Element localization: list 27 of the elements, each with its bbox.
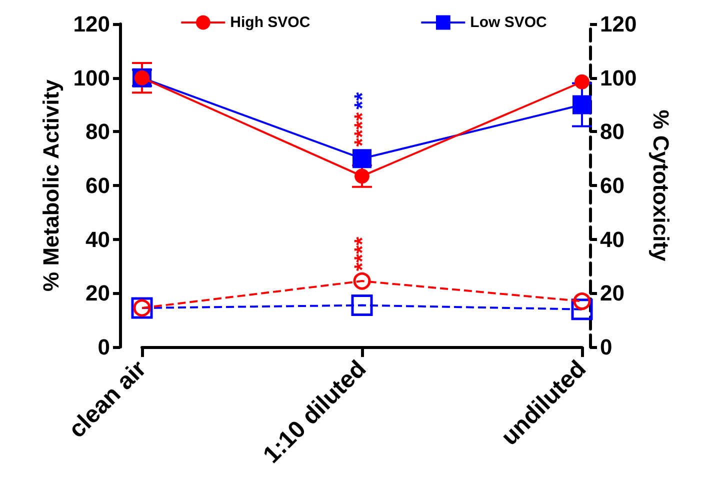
- point: [351, 294, 373, 316]
- y2-tick-label: 40: [600, 226, 624, 252]
- y-tick-label: 80: [86, 119, 110, 144]
- y2-tick-label: 20: [600, 280, 624, 306]
- y2-tick-label: 100: [600, 65, 637, 90]
- annotation: ****: [350, 236, 374, 272]
- y2-tick-label: 120: [600, 12, 637, 36]
- point: [574, 74, 590, 90]
- y-tick-label: 100: [73, 65, 110, 90]
- y-tick-label: 0: [98, 334, 110, 360]
- point: [352, 149, 372, 168]
- point: [353, 272, 371, 290]
- point: [572, 95, 592, 114]
- annotation: **: [350, 92, 374, 110]
- annotation: ****: [350, 112, 374, 147]
- y-tick-label: 60: [86, 173, 110, 198]
- y2-axis-title: % Cytotoxicity: [648, 110, 674, 262]
- y-tick-label: 120: [73, 12, 110, 36]
- legend-label: Low SVOC: [470, 14, 548, 31]
- point: [354, 168, 370, 184]
- y2-tick-label: 0: [600, 334, 612, 360]
- y-tick-label: 20: [86, 280, 110, 306]
- y-axis-title: % Metabolic Activity: [38, 78, 64, 292]
- y-tick-label: 40: [86, 226, 110, 252]
- legend-label: High SVOC: [230, 14, 310, 31]
- y2-tick-label: 60: [600, 173, 624, 198]
- y2-tick-label: 80: [600, 119, 624, 144]
